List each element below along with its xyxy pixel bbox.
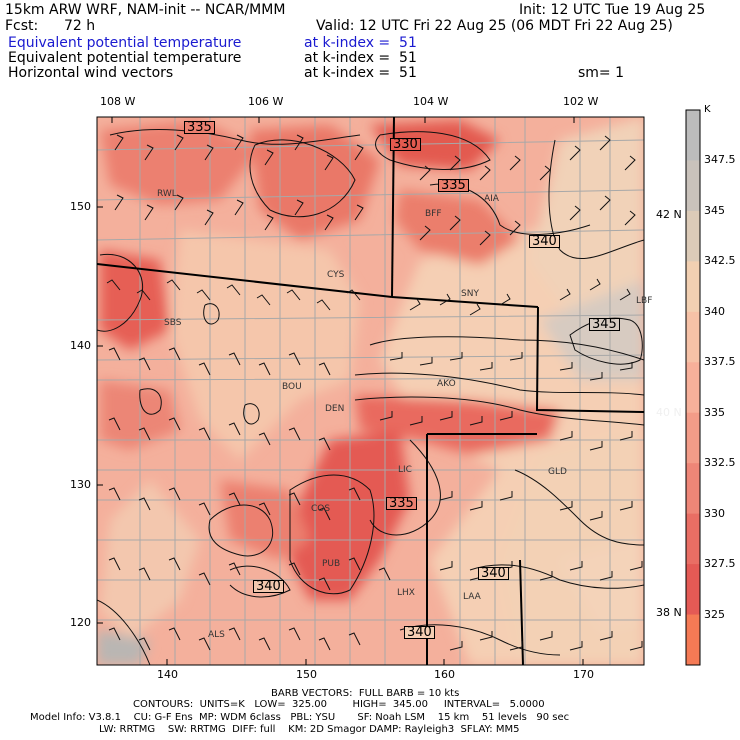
lat-label-38n: 38 N (656, 606, 682, 619)
init-time: Init: 12 UTC Tue 19 Aug 25 (519, 2, 706, 18)
model-info-line-2: LW: RRTMG SW: RRTMG DIFF: full KM: 2D Sm… (99, 724, 520, 735)
contour-label-340-sw: 340 (253, 580, 284, 593)
colorbar-swatch (686, 160, 700, 212)
model-title: 15km ARW WRF, NAM-init -- NCAR/MMM (5, 2, 286, 18)
city-bff: BFF (425, 209, 442, 219)
city-rwl: RWL (157, 189, 177, 199)
city-laa: LAA (463, 592, 481, 602)
y-tick-130: 130 (70, 478, 91, 491)
colorbar-swatch (686, 564, 700, 616)
smoothing-label: sm= 1 (578, 65, 625, 81)
colorbar-swatch (686, 614, 700, 666)
x-tick-150: 150 (296, 668, 317, 681)
axis-ticks (97, 117, 584, 665)
colorbar-label: 342.5 (704, 254, 736, 268)
city-gld: GLD (548, 467, 567, 477)
theta-e-field (97, 117, 644, 665)
colorbar-label: 330 (704, 506, 725, 520)
model-info-line-1: Model Info: V3.8.1 CU: G-F Ens MP: WDM 6… (30, 712, 570, 723)
lat-label-42n: 42 N (656, 208, 682, 221)
city-sbs: SBS (164, 318, 182, 328)
lon-label-102w: 102 W (563, 95, 599, 108)
y-tick-150: 150 (70, 200, 91, 213)
contour-label-340-ne: 340 (529, 235, 560, 248)
contour-legend: CONTOURS: UNITS=K LOW= 325.00 HIGH= 345.… (133, 699, 545, 710)
contour-lines (97, 129, 644, 665)
colorbar-swatch (686, 362, 700, 414)
contour-label-340-se: 340 (478, 567, 509, 580)
colorbar-swatch (686, 311, 700, 363)
city-lhx: LHX (397, 588, 415, 598)
colorbar-swatch (686, 110, 700, 161)
contour-label-335-ne: 335 (438, 179, 469, 192)
city-pub: PUB (322, 559, 341, 569)
barb-legend: BARB VECTORS: FULL BARB = 10 kts (271, 688, 460, 699)
field-2-name: Equivalent potential temperature (8, 50, 242, 66)
lat-label-40n: 40 N (656, 406, 682, 419)
colorbar-swatch (686, 412, 700, 464)
forecast-hour-value: 72 h (64, 18, 96, 34)
colorbar-label: 340 (704, 304, 725, 318)
contour-label-340-s: 340 (404, 626, 435, 639)
colorbar-label: 332.5 (704, 456, 736, 470)
wind-barbs (106, 134, 643, 651)
field-1-name: Equivalent potential temperature (8, 35, 242, 51)
lon-label-106w: 106 W (248, 95, 284, 108)
colorbar-label: 325 (704, 607, 725, 621)
lon-label-104w: 104 W (413, 95, 449, 108)
city-lbf: LBF (636, 296, 653, 306)
colorbar-label: 327.5 (704, 557, 736, 571)
field-2-level: at k-index = 51 (304, 50, 417, 66)
forecast-hour-label: Fcst: (5, 18, 39, 34)
city-als: ALS (208, 630, 225, 640)
city-cys: CYS (327, 270, 345, 280)
colorbar-swatch (686, 210, 700, 262)
colorbar-label: 335 (704, 405, 725, 419)
y-tick-120: 120 (70, 616, 91, 629)
colorbar-swatch (686, 463, 700, 515)
y-tick-140: 140 (70, 339, 91, 352)
contour-label-335-nw: 335 (184, 121, 215, 134)
field-1-level: at k-index = 51 (304, 35, 417, 51)
field-3-name: Horizontal wind vectors (8, 65, 174, 81)
city-den: DEN (325, 404, 345, 414)
city-bou: BOU (282, 382, 302, 392)
valid-time: Valid: 12 UTC Fri 22 Aug 25 (06 MDT Fri … (316, 18, 673, 34)
colorbar (686, 110, 700, 666)
x-tick-160: 160 (434, 668, 455, 681)
city-sny: SNY (461, 289, 479, 299)
city-cos: COS (311, 504, 331, 514)
city-aia: AIA (484, 194, 499, 204)
x-tick-170: 170 (573, 668, 594, 681)
field-3-level: at k-index = 51 (304, 65, 417, 81)
colorbar-swatch (686, 513, 700, 565)
contour-label-335-c: 335 (386, 497, 417, 510)
city-lic: LIC (398, 465, 412, 475)
contour-label-330: 330 (390, 138, 421, 151)
colorbar-label: 345 (704, 203, 725, 217)
colorbar-swatch (686, 261, 700, 313)
colorbar-label: 347.5 (704, 153, 736, 167)
x-tick-140: 140 (157, 668, 178, 681)
colorbar-label: 337.5 (704, 355, 736, 369)
colorbar-unit: K (704, 104, 711, 115)
contour-label-345: 345 (589, 318, 620, 331)
lon-label-108w: 108 W (100, 95, 136, 108)
map-frame (96, 116, 645, 666)
city-ako: AKO (437, 379, 456, 389)
